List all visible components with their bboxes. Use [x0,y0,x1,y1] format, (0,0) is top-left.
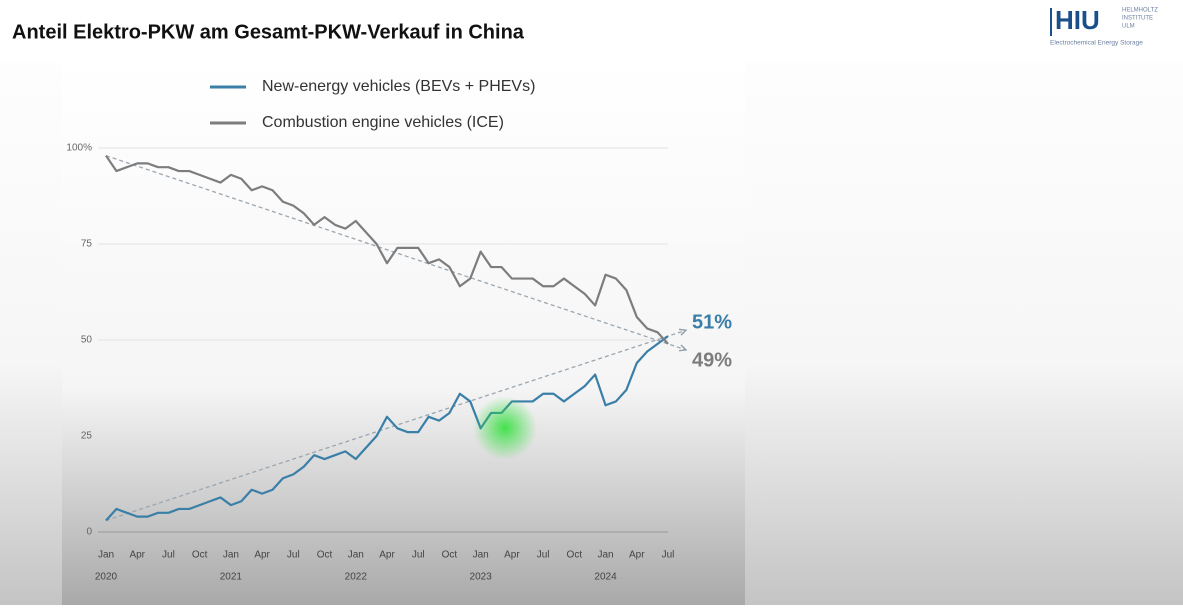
slide-title: Anteil Elektro-PKW am Gesamt-PKW-Verkauf… [12,21,525,43]
x-tick-label: Apr [129,550,145,561]
series-line [105,335,669,522]
logo-caption: Electrochemical Energy Storage [1050,40,1143,47]
logo-sub: INSTITUTE [1122,16,1153,22]
x-tick-label: Jul [162,550,175,561]
x-year-label: 2022 [345,572,368,583]
y-tick-label: 100% [66,143,92,154]
x-tick-label: Jan [348,550,364,561]
y-tick-label: 25 [81,431,93,442]
x-tick-label: Oct [442,550,458,561]
x-tick-label: Jan [223,550,239,561]
x-year-label: 2024 [594,572,617,583]
trend-arrow [678,328,688,336]
trend-line [105,155,687,351]
y-tick-label: 75 [81,239,93,250]
logo-sub: ULM [1122,24,1135,30]
end-annotation: 51% [692,311,732,333]
x-tick-label: Jan [473,550,489,561]
series-line [105,155,669,345]
x-tick-label: Apr [504,550,520,561]
x-year-label: 2023 [470,572,493,583]
x-tick-label: Jul [287,550,300,561]
x-tick-label: Apr [254,550,270,561]
x-tick-label: Oct [192,550,208,561]
chart: 0 25 50 75 100% Jan 2020 Apr Jul Oct Jan 2021 Apr Jul… [66,78,732,582]
logo-sub: HELMHOLTZ [1122,8,1158,14]
y-tick-label: 50 [81,335,93,346]
trend-line [105,329,687,522]
x-tick-label: Oct [567,550,583,561]
y-tick-label: 0 [86,527,92,538]
logo-bar [1050,8,1052,36]
x-tick-label: Apr [379,550,395,561]
x-tick-label: Apr [629,550,645,561]
x-tick-label: Jan [98,550,114,561]
x-tick-label: Jan [597,550,613,561]
legend-label: New-energy vehicles (BEVs + PHEVs) [262,78,535,95]
x-tick-label: Jul [412,550,425,561]
logo: HIU [1055,5,1100,35]
x-tick-label: Jul [662,550,675,561]
cursor-highlight [473,396,537,460]
chart-panel [62,62,745,605]
x-tick-label: Jul [537,550,550,561]
x-year-label: 2021 [220,572,243,583]
legend-label: Combustion engine vehicles (ICE) [262,114,504,131]
header-band [0,0,1183,62]
x-year-label: 2020 [95,572,118,583]
end-annotation: 49% [692,349,732,371]
trend-arrow [678,344,688,352]
x-tick-label: Oct [317,550,333,561]
